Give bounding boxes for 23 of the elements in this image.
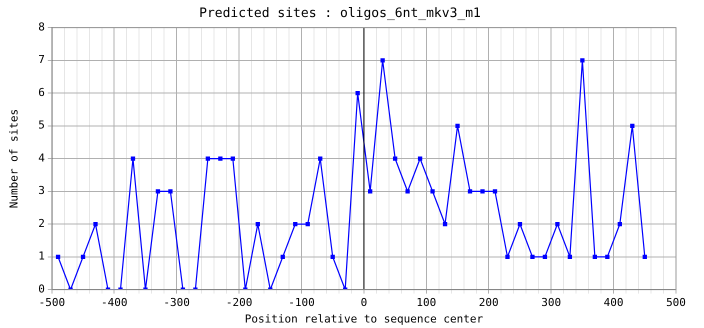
y-tick-label: 3	[38, 184, 45, 198]
x-tick-label: 500	[666, 296, 686, 310]
x-axis-title: Position relative to sequence center	[244, 312, 484, 326]
y-tick-label: 4	[38, 151, 46, 164]
x-tick-label: -400	[100, 296, 128, 310]
y-tick-label: 6	[38, 86, 45, 99]
y-tick-label: 7	[38, 53, 45, 66]
y-axis-title: Number of sites	[7, 108, 20, 208]
x-tick-label: 400	[604, 296, 624, 310]
x-tick-label: -100	[288, 296, 315, 310]
y-tick-label: 2	[38, 216, 45, 230]
x-tick-label: 100	[416, 296, 436, 310]
x-tick-label: 200	[478, 296, 499, 310]
x-tick-label: -300	[163, 296, 190, 310]
x-tick-label: 300	[541, 296, 562, 310]
x-tick-label: 0	[360, 296, 368, 310]
x-tick-label: -200	[226, 296, 252, 310]
y-tick-label: 0	[38, 282, 45, 296]
chart-title: Predicted sites : oligos_6nt_mkv3_m1	[199, 6, 481, 22]
y-tick-label: 1	[38, 250, 45, 263]
y-tick-label: 5	[38, 118, 45, 132]
x-tick-label: -500	[38, 296, 66, 310]
y-tick-label: 8	[38, 20, 45, 34]
